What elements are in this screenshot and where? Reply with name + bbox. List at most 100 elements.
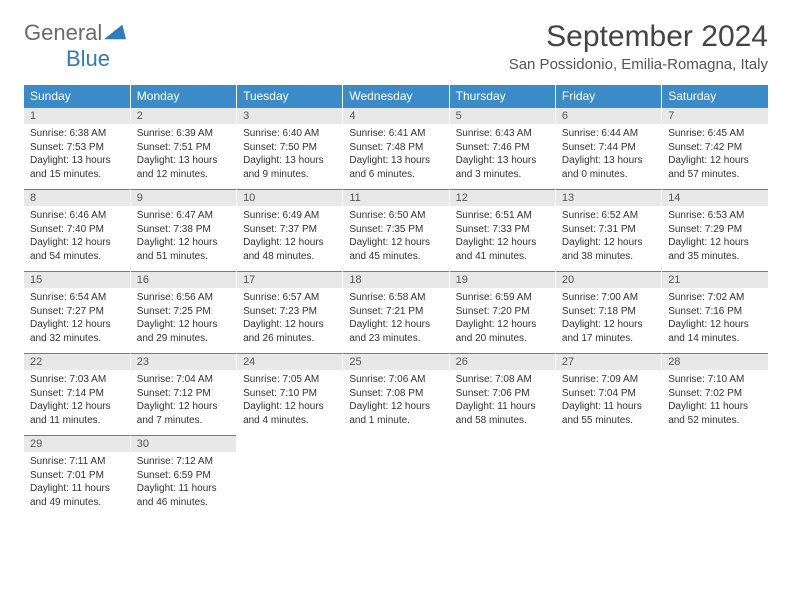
day-info: Sunrise: 7:04 AMSunset: 7:12 PMDaylight:…	[131, 370, 236, 435]
calendar-day-cell: 19Sunrise: 6:59 AMSunset: 7:20 PMDayligh…	[449, 271, 555, 353]
day-info: Sunrise: 6:56 AMSunset: 7:25 PMDaylight:…	[131, 288, 236, 353]
day-number: 18	[343, 271, 448, 288]
day-info: Sunrise: 7:00 AMSunset: 7:18 PMDaylight:…	[556, 288, 661, 353]
day-info: Sunrise: 6:58 AMSunset: 7:21 PMDaylight:…	[343, 288, 448, 353]
header: General Blue September 2024 San Possidon…	[24, 20, 768, 73]
calendar-week-row: 22Sunrise: 7:03 AMSunset: 7:14 PMDayligh…	[24, 353, 768, 435]
day-number: 7	[662, 107, 768, 124]
calendar-week-row: 15Sunrise: 6:54 AMSunset: 7:27 PMDayligh…	[24, 271, 768, 353]
calendar-day-cell: 20Sunrise: 7:00 AMSunset: 7:18 PMDayligh…	[555, 271, 661, 353]
day-number: 20	[556, 271, 661, 288]
day-number: 11	[343, 189, 448, 206]
day-number: 13	[556, 189, 661, 206]
calendar-day-cell	[555, 435, 661, 517]
day-number: 27	[556, 353, 661, 370]
day-info: Sunrise: 6:44 AMSunset: 7:44 PMDaylight:…	[556, 124, 661, 189]
calendar-day-cell: 7Sunrise: 6:45 AMSunset: 7:42 PMDaylight…	[662, 107, 768, 189]
calendar-day-cell: 5Sunrise: 6:43 AMSunset: 7:46 PMDaylight…	[449, 107, 555, 189]
day-number: 17	[237, 271, 342, 288]
day-info: Sunrise: 6:59 AMSunset: 7:20 PMDaylight:…	[450, 288, 555, 353]
calendar-day-cell: 13Sunrise: 6:52 AMSunset: 7:31 PMDayligh…	[555, 189, 661, 271]
day-info: Sunrise: 6:53 AMSunset: 7:29 PMDaylight:…	[662, 206, 768, 271]
calendar-day-cell: 10Sunrise: 6:49 AMSunset: 7:37 PMDayligh…	[237, 189, 343, 271]
day-info: Sunrise: 7:10 AMSunset: 7:02 PMDaylight:…	[662, 370, 768, 435]
day-info: Sunrise: 7:02 AMSunset: 7:16 PMDaylight:…	[662, 288, 768, 353]
weekday-header: Monday	[130, 85, 236, 107]
day-info: Sunrise: 6:43 AMSunset: 7:46 PMDaylight:…	[450, 124, 555, 189]
day-number: 2	[131, 107, 236, 124]
day-number: 19	[450, 271, 555, 288]
day-info: Sunrise: 6:52 AMSunset: 7:31 PMDaylight:…	[556, 206, 661, 271]
day-number: 3	[237, 107, 342, 124]
calendar-day-cell: 29Sunrise: 7:11 AMSunset: 7:01 PMDayligh…	[24, 435, 130, 517]
day-info: Sunrise: 7:09 AMSunset: 7:04 PMDaylight:…	[556, 370, 661, 435]
calendar-day-cell: 26Sunrise: 7:08 AMSunset: 7:06 PMDayligh…	[449, 353, 555, 435]
calendar-day-cell: 6Sunrise: 6:44 AMSunset: 7:44 PMDaylight…	[555, 107, 661, 189]
day-info: Sunrise: 6:54 AMSunset: 7:27 PMDaylight:…	[24, 288, 130, 353]
day-number: 25	[343, 353, 448, 370]
calendar-header-row: SundayMondayTuesdayWednesdayThursdayFrid…	[24, 85, 768, 107]
calendar-day-cell: 15Sunrise: 6:54 AMSunset: 7:27 PMDayligh…	[24, 271, 130, 353]
calendar-day-cell: 22Sunrise: 7:03 AMSunset: 7:14 PMDayligh…	[24, 353, 130, 435]
day-info: Sunrise: 7:05 AMSunset: 7:10 PMDaylight:…	[237, 370, 342, 435]
day-info: Sunrise: 6:45 AMSunset: 7:42 PMDaylight:…	[662, 124, 768, 189]
day-number: 30	[131, 435, 236, 452]
calendar-week-row: 29Sunrise: 7:11 AMSunset: 7:01 PMDayligh…	[24, 435, 768, 517]
day-info: Sunrise: 6:49 AMSunset: 7:37 PMDaylight:…	[237, 206, 342, 271]
weekday-header: Saturday	[662, 85, 768, 107]
day-info: Sunrise: 6:40 AMSunset: 7:50 PMDaylight:…	[237, 124, 342, 189]
logo-text-blue: Blue	[66, 46, 110, 71]
day-number: 24	[237, 353, 342, 370]
day-number: 1	[24, 107, 130, 124]
calendar-day-cell	[662, 435, 768, 517]
day-info: Sunrise: 7:08 AMSunset: 7:06 PMDaylight:…	[450, 370, 555, 435]
day-info: Sunrise: 7:03 AMSunset: 7:14 PMDaylight:…	[24, 370, 130, 435]
logo-triangle-icon	[104, 22, 126, 40]
day-info: Sunrise: 7:12 AMSunset: 6:59 PMDaylight:…	[131, 452, 236, 517]
weekday-header: Friday	[555, 85, 661, 107]
day-info: Sunrise: 6:39 AMSunset: 7:51 PMDaylight:…	[131, 124, 236, 189]
day-info: Sunrise: 6:51 AMSunset: 7:33 PMDaylight:…	[450, 206, 555, 271]
logo: General Blue	[24, 20, 126, 72]
calendar-day-cell: 9Sunrise: 6:47 AMSunset: 7:38 PMDaylight…	[130, 189, 236, 271]
logo-text-general: General	[24, 20, 102, 45]
day-info: Sunrise: 6:50 AMSunset: 7:35 PMDaylight:…	[343, 206, 448, 271]
weekday-header: Tuesday	[237, 85, 343, 107]
weekday-header: Wednesday	[343, 85, 449, 107]
day-info: Sunrise: 6:38 AMSunset: 7:53 PMDaylight:…	[24, 124, 130, 189]
calendar-day-cell: 8Sunrise: 6:46 AMSunset: 7:40 PMDaylight…	[24, 189, 130, 271]
calendar-day-cell	[449, 435, 555, 517]
title-block: September 2024 San Possidonio, Emilia-Ro…	[509, 20, 768, 73]
calendar-body: 1Sunrise: 6:38 AMSunset: 7:53 PMDaylight…	[24, 107, 768, 517]
day-info: Sunrise: 7:06 AMSunset: 7:08 PMDaylight:…	[343, 370, 448, 435]
calendar-day-cell: 16Sunrise: 6:56 AMSunset: 7:25 PMDayligh…	[130, 271, 236, 353]
calendar-day-cell: 21Sunrise: 7:02 AMSunset: 7:16 PMDayligh…	[662, 271, 768, 353]
calendar-day-cell: 14Sunrise: 6:53 AMSunset: 7:29 PMDayligh…	[662, 189, 768, 271]
calendar-day-cell: 11Sunrise: 6:50 AMSunset: 7:35 PMDayligh…	[343, 189, 449, 271]
day-number: 14	[662, 189, 768, 206]
day-info: Sunrise: 6:41 AMSunset: 7:48 PMDaylight:…	[343, 124, 448, 189]
calendar-day-cell: 1Sunrise: 6:38 AMSunset: 7:53 PMDaylight…	[24, 107, 130, 189]
day-number: 9	[131, 189, 236, 206]
calendar-day-cell	[343, 435, 449, 517]
day-number: 16	[131, 271, 236, 288]
calendar-day-cell: 23Sunrise: 7:04 AMSunset: 7:12 PMDayligh…	[130, 353, 236, 435]
day-number: 21	[662, 271, 768, 288]
day-number: 23	[131, 353, 236, 370]
day-info: Sunrise: 7:11 AMSunset: 7:01 PMDaylight:…	[24, 452, 130, 517]
calendar-day-cell: 30Sunrise: 7:12 AMSunset: 6:59 PMDayligh…	[130, 435, 236, 517]
day-number: 4	[343, 107, 448, 124]
day-number: 12	[450, 189, 555, 206]
calendar-week-row: 1Sunrise: 6:38 AMSunset: 7:53 PMDaylight…	[24, 107, 768, 189]
day-number: 5	[450, 107, 555, 124]
calendar-day-cell: 28Sunrise: 7:10 AMSunset: 7:02 PMDayligh…	[662, 353, 768, 435]
day-number: 28	[662, 353, 768, 370]
calendar-day-cell: 18Sunrise: 6:58 AMSunset: 7:21 PMDayligh…	[343, 271, 449, 353]
day-info: Sunrise: 6:57 AMSunset: 7:23 PMDaylight:…	[237, 288, 342, 353]
day-info: Sunrise: 6:46 AMSunset: 7:40 PMDaylight:…	[24, 206, 130, 271]
day-number: 26	[450, 353, 555, 370]
calendar-day-cell: 17Sunrise: 6:57 AMSunset: 7:23 PMDayligh…	[237, 271, 343, 353]
calendar-day-cell: 27Sunrise: 7:09 AMSunset: 7:04 PMDayligh…	[555, 353, 661, 435]
calendar-day-cell: 2Sunrise: 6:39 AMSunset: 7:51 PMDaylight…	[130, 107, 236, 189]
weekday-header: Thursday	[449, 85, 555, 107]
